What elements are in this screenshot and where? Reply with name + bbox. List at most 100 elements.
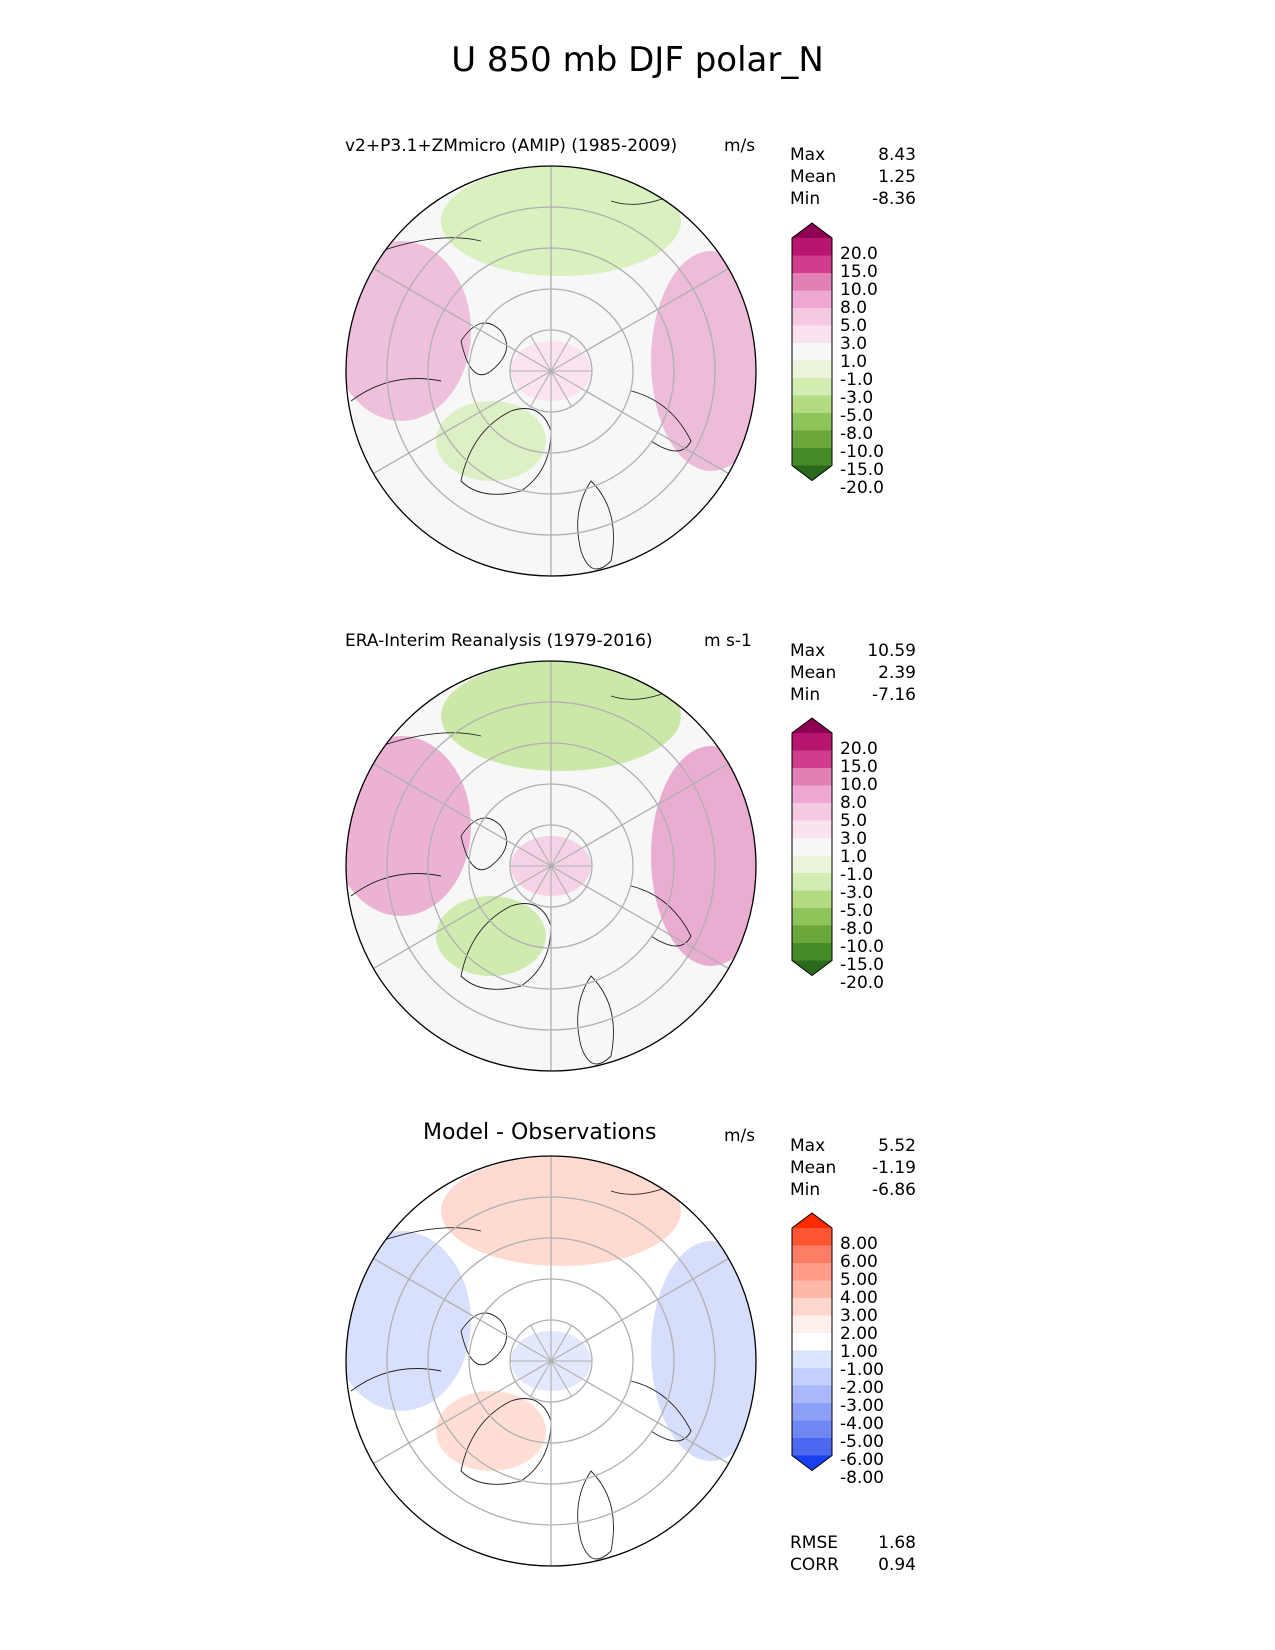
colorbar-tick-label: 3.00 [840, 1306, 878, 1326]
stat-max: Max 5.52 [790, 1135, 916, 1157]
colorbar-segment [792, 1438, 832, 1456]
stat-label: Max [790, 641, 826, 661]
colorbar-tick-label: 3.0 [840, 334, 868, 354]
stat-value: 2.39 [878, 663, 916, 683]
colorbar-segment [792, 855, 832, 874]
colorbar-segment [792, 873, 832, 891]
panel-units: m s-1 [704, 631, 752, 651]
meridian-line [586, 885, 729, 970]
stat-mean: Mean 1.25 [790, 166, 916, 188]
colorbar-segment [792, 750, 832, 769]
stat-value: -1.19 [872, 1158, 916, 1178]
meridian-line [550, 1360, 572, 1397]
meridian-line [530, 370, 552, 407]
colorbar-extend-top [792, 223, 832, 238]
polar-map [345, 660, 757, 1072]
stat-value: 10.59 [867, 641, 916, 661]
meridian-line [586, 762, 729, 847]
colorbar-segment [792, 890, 832, 909]
meridian-line [373, 267, 516, 352]
colorbar [791, 717, 833, 977]
meridian-line [515, 1340, 552, 1362]
map-boundary [345, 165, 757, 577]
colorbar-tick-label: -1.00 [840, 1360, 884, 1380]
colorbar-segment [792, 1368, 832, 1386]
meridian-line [550, 1360, 587, 1382]
stat-label: RMSE [790, 1533, 839, 1553]
colorbar-segment [792, 413, 832, 431]
colorbar-segment [792, 1263, 832, 1281]
stat-label: Mean [790, 663, 837, 683]
field-patch-east [651, 746, 756, 966]
colorbar-tick-label: 2.00 [840, 1324, 878, 1344]
colorbar-extend-bottom [792, 465, 832, 481]
colorbar-tick-label: -8.0 [840, 919, 874, 939]
meridian-line [515, 845, 552, 867]
colorbar-tick-label: 4.00 [840, 1288, 878, 1308]
meridian-line [550, 370, 572, 407]
colorbar-tick-label: 8.0 [840, 298, 868, 318]
stat-value: -8.36 [872, 189, 916, 209]
colorbar-tick-label: -3.00 [840, 1396, 884, 1416]
stat-value: 8.43 [878, 145, 916, 165]
error-stats: RMSE 1.68 CORR 0.94 [790, 1532, 916, 1576]
field-patch-greenland [436, 401, 546, 481]
stat-value: 5.52 [878, 1136, 916, 1156]
stat-min: Min -8.36 [790, 188, 916, 210]
meridian-line [550, 350, 587, 372]
colorbar-extend-bottom [792, 1455, 832, 1471]
colorbar-outline [791, 222, 833, 482]
meridian-line [530, 865, 552, 902]
field-patch-west [346, 736, 471, 916]
colorbar-tick-label: -3.0 [840, 883, 874, 903]
colorbar-tick-label: 20.0 [840, 244, 878, 264]
meridian-line [515, 1360, 552, 1382]
colorbar-tick-label: -1.0 [840, 865, 874, 885]
meridian-line [373, 390, 516, 475]
panel-units: m/s [724, 1126, 756, 1146]
coastline [350, 378, 442, 402]
colorbar-tick-label: 15.0 [840, 757, 878, 777]
colorbar [791, 222, 833, 482]
polar-map [345, 165, 757, 577]
colorbar-segment [792, 343, 832, 361]
coastline [380, 237, 482, 252]
map-boundary [345, 660, 757, 1072]
colorbar-segment [792, 820, 832, 839]
stat-label: CORR [790, 1555, 839, 1575]
coastline [577, 975, 614, 1065]
meridian-line [586, 267, 729, 352]
meridian-line [586, 390, 729, 475]
meridian-line [515, 370, 552, 392]
colorbar-segment [792, 1298, 832, 1316]
panel-units: m/s [724, 136, 756, 156]
colorbar-segment [792, 1245, 832, 1264]
colorbar-outline [791, 717, 833, 977]
stat-corr: CORR 0.94 [790, 1554, 916, 1576]
colorbar-tick-label: 20.0 [840, 739, 878, 759]
colorbar-extend-top [792, 1213, 832, 1228]
coastline [460, 1312, 508, 1366]
colorbar-segment [792, 238, 832, 256]
colorbar-segment [792, 925, 832, 944]
stat-value: 1.68 [878, 1533, 916, 1553]
colorbar-tick-label: -5.0 [840, 901, 874, 921]
meridian-line [530, 335, 552, 372]
colorbar-tick-label: -4.00 [840, 1414, 884, 1434]
colorbar-tick-label: 5.0 [840, 811, 868, 831]
colorbar-tick-label: 5.00 [840, 1270, 878, 1290]
colorbar-segment [792, 1403, 832, 1421]
stat-label: Max [790, 145, 826, 165]
meridian-line [373, 885, 516, 970]
colorbar-tick-label: 3.0 [840, 829, 868, 849]
colorbar-tick-label: 15.0 [840, 262, 878, 282]
colorbar-segment [792, 1228, 832, 1246]
stat-min: Min -7.16 [790, 684, 916, 706]
meridian-line [515, 350, 552, 372]
meridian-line [530, 1325, 552, 1362]
colorbar-segment [792, 308, 832, 326]
coastline [577, 480, 614, 570]
meridian-line [550, 1340, 587, 1362]
colorbar-tick-label: -2.00 [840, 1378, 884, 1398]
colorbar-segment [792, 943, 832, 961]
